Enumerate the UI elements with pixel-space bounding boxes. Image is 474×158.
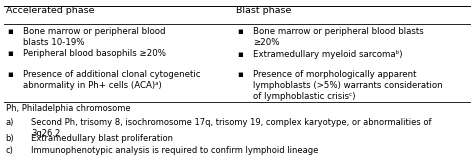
Text: ▪: ▪ bbox=[7, 70, 13, 79]
Text: Immunophenotypic analysis is required to confirm lymphoid lineage: Immunophenotypic analysis is required to… bbox=[31, 146, 318, 155]
Text: Blast phase: Blast phase bbox=[236, 6, 292, 15]
Text: Peripheral blood basophils ≥20%: Peripheral blood basophils ≥20% bbox=[23, 49, 166, 58]
Text: Accelerated phase: Accelerated phase bbox=[6, 6, 94, 15]
Text: ▪: ▪ bbox=[7, 27, 13, 36]
Text: b): b) bbox=[6, 134, 14, 143]
Text: Presence of additional clonal cytogenetic
abnormality in Ph+ cells (ACA)ᵃ): Presence of additional clonal cytogeneti… bbox=[23, 70, 200, 90]
Text: Second Ph, trisomy 8, isochromosome 17q, trisomy 19, complex karyotype, or abnor: Second Ph, trisomy 8, isochromosome 17q,… bbox=[31, 118, 431, 138]
Text: c): c) bbox=[6, 146, 14, 155]
Text: ▪: ▪ bbox=[7, 49, 13, 58]
Text: Extramedullary blast proliferation: Extramedullary blast proliferation bbox=[31, 134, 173, 143]
Text: Ph, Philadelphia chromosome: Ph, Philadelphia chromosome bbox=[6, 104, 130, 113]
Text: Bone marrow or peripheral blood blasts
≥20%: Bone marrow or peripheral blood blasts ≥… bbox=[253, 27, 423, 47]
Text: Presence of morphologically apparent
lymphoblasts (>5%) warrants consideration
o: Presence of morphologically apparent lym… bbox=[253, 70, 442, 101]
Text: Extramedullary myeloid sarcomaᵇ): Extramedullary myeloid sarcomaᵇ) bbox=[253, 50, 402, 59]
Text: Bone marrow or peripheral blood
blasts 10-19%: Bone marrow or peripheral blood blasts 1… bbox=[23, 27, 165, 47]
Text: ▪: ▪ bbox=[237, 50, 243, 59]
Text: ▪: ▪ bbox=[237, 70, 243, 79]
Text: a): a) bbox=[6, 118, 14, 127]
Text: ▪: ▪ bbox=[237, 27, 243, 36]
